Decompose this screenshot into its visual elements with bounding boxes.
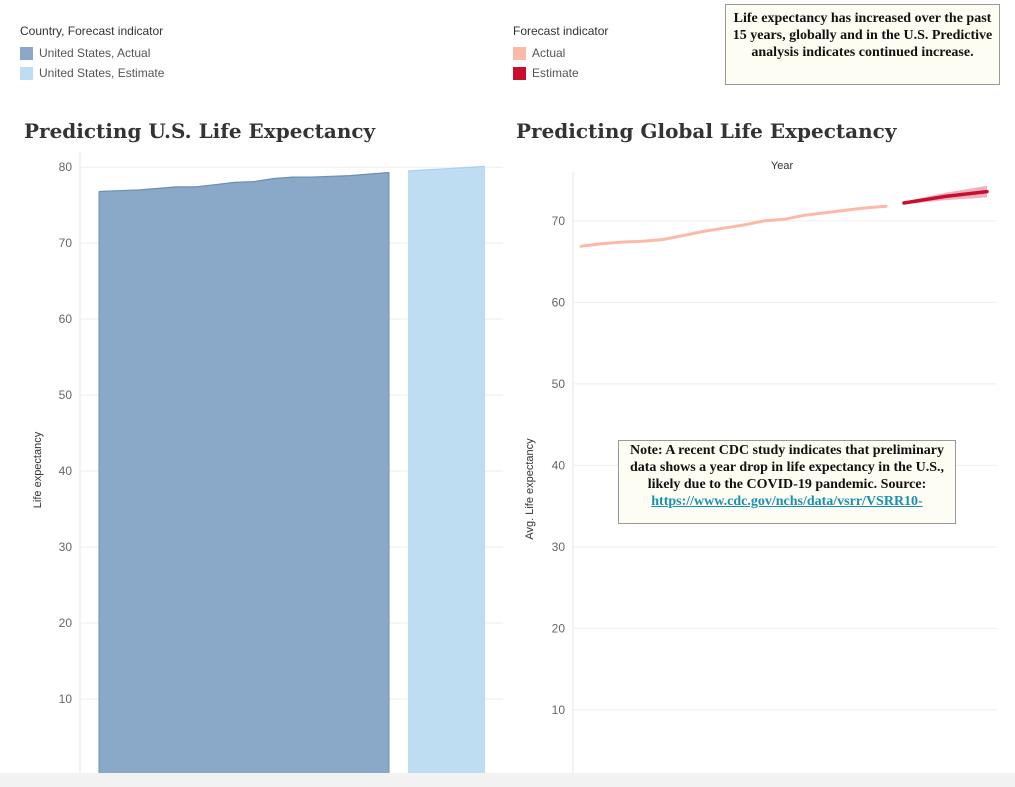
us-estimate-swatch [20,66,33,80]
global-legend-item-actual[interactable]: Actual [513,43,608,63]
global-x-axis-label: Year [771,160,794,172]
us-y-tick-label: 40 [59,464,73,478]
global-y-axis-label: Avg. Life expectancy [524,438,536,540]
us-legend-title: Country, Forecast indicator [20,24,164,38]
global-y-tick-label: 10 [552,703,566,717]
us-estimate-line [407,165,486,172]
us-chart-title: Predicting U.S. Life Expectancy [24,119,376,143]
us-legend-item-actual[interactable]: United States, Actual [20,43,164,63]
us-legend-item-estimate[interactable]: United States, Estimate [20,63,164,83]
top-annotation: Life expectancy has increased over the p… [725,4,1000,85]
us-y-tick-label: 70 [59,236,73,250]
us-actual-line [98,171,390,193]
global-y-tick-label: 70 [552,214,566,228]
us-y-tick-label: 20 [59,616,73,630]
us-legend: Country, Forecast indicator United State… [20,24,164,83]
global-estimate-line [902,189,989,205]
us-legend-label-estimate: United States, Estimate [39,66,165,80]
cdc-source-link[interactable]: https://www.cdc.gov/nchs/data/vsrr/VSRR1… [651,494,923,509]
us-y-tick-label: 30 [59,540,73,554]
us-actual-swatch [20,46,33,60]
cdc-note: Note: A recent CDC study indicates that … [618,440,956,524]
global-actual-swatch [513,46,526,60]
us-actual-area [99,172,389,775]
us-y-tick-label: 50 [59,388,73,402]
us-y-tick-label: 60 [59,312,73,326]
global-y-tick-label: 20 [552,621,566,635]
global-estimate-swatch [513,66,526,80]
us-y-tick-label: 80 [59,160,73,174]
us-life-expectancy-chart: 10 20 30 40 50 60 70 80 [59,152,503,775]
global-y-tick-label: 40 [552,458,566,472]
global-legend-title: Forecast indicator [513,24,609,38]
global-y-tick-label: 30 [552,540,566,554]
cdc-note-text: Note: A recent CDC study indicates that … [629,443,945,492]
us-estimate-area [408,166,485,775]
us-legend-label-actual: United States, Actual [39,46,151,60]
us-y-axis-label: Life expectancy [32,431,44,508]
global-legend-label-estimate: Estimate [532,66,579,80]
global-y-tick-label: 60 [552,295,566,309]
footer-bar [0,773,1015,787]
global-chart-title: Predicting Global Life Expectancy [516,119,897,143]
us-y-tick-label: 10 [59,692,73,706]
global-legend-item-estimate[interactable]: Estimate [513,63,608,83]
global-legend: Forecast indicator Actual Estimate [513,24,608,83]
global-life-expectancy-chart: 10 20 30 40 50 60 70 [552,172,997,775]
global-legend-label-actual: Actual [532,46,566,60]
global-actual-line [579,204,888,248]
global-y-tick-label: 50 [552,377,566,391]
top-annotation-text: Life expectancy has increased over the p… [732,11,993,60]
